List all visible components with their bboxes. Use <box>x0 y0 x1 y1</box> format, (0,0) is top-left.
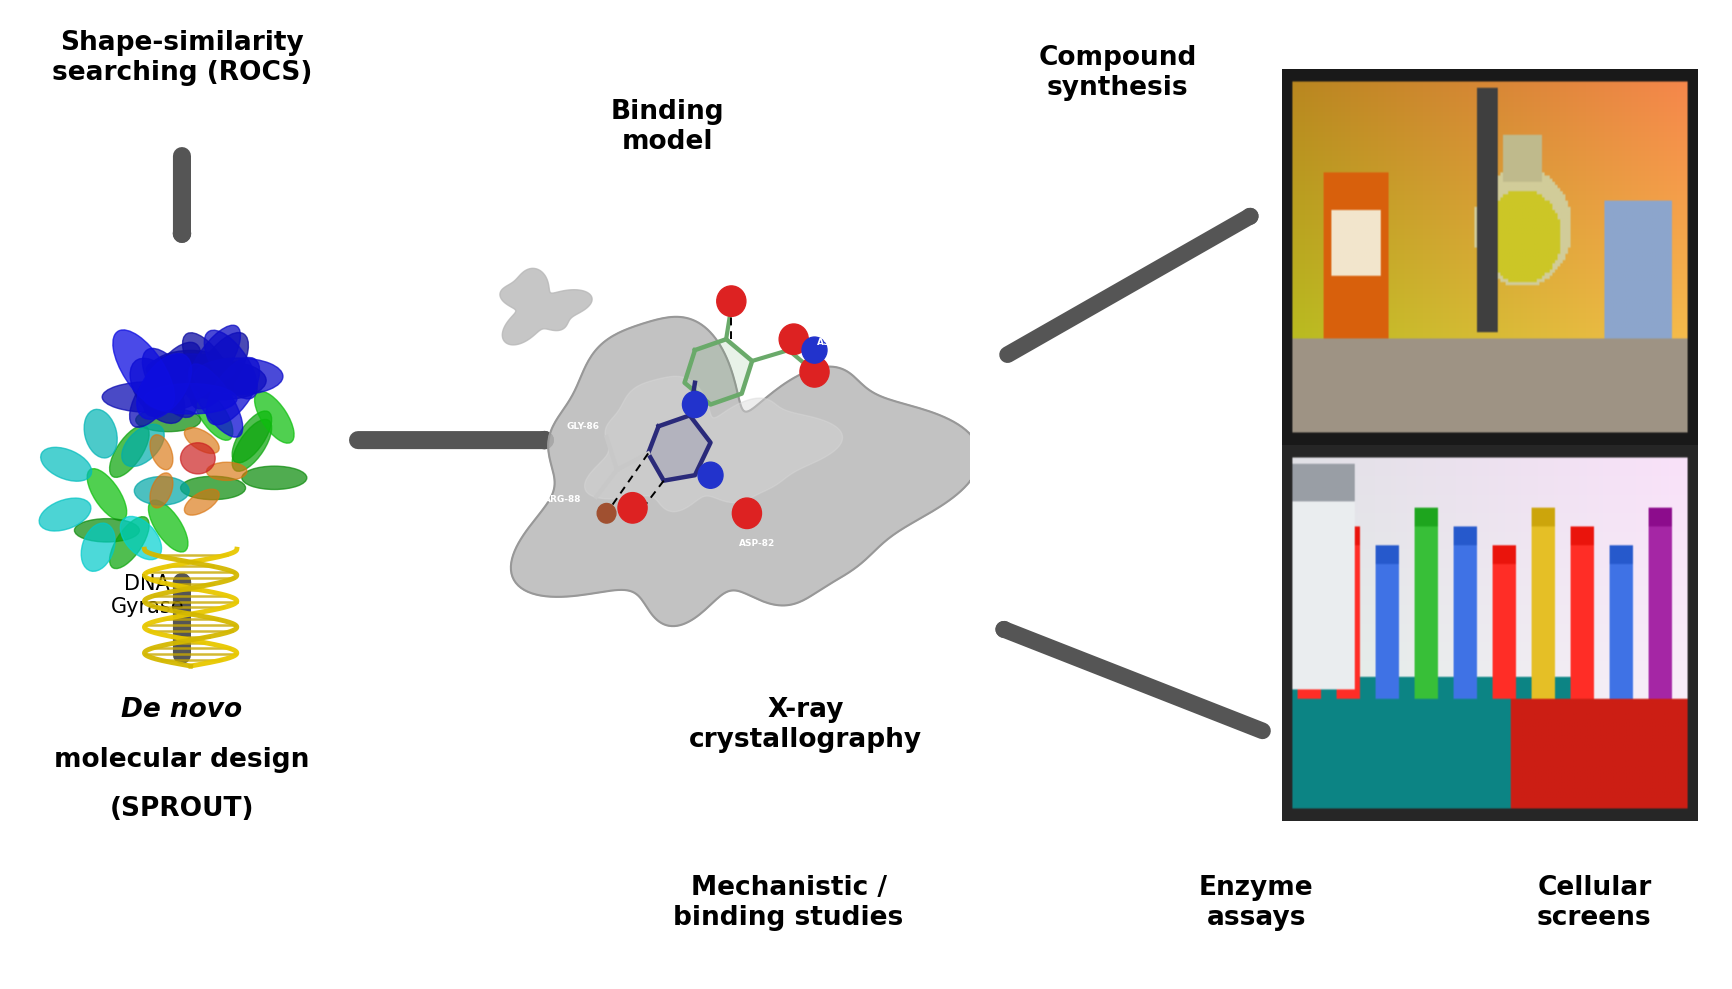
Ellipse shape <box>185 325 241 399</box>
Circle shape <box>802 337 826 363</box>
Ellipse shape <box>151 473 173 508</box>
Ellipse shape <box>178 361 267 400</box>
Text: est: est <box>1391 519 1439 547</box>
Ellipse shape <box>232 419 272 472</box>
Circle shape <box>698 462 722 489</box>
Text: (SPROUT): (SPROUT) <box>109 796 255 822</box>
Ellipse shape <box>85 409 118 458</box>
Ellipse shape <box>40 447 92 482</box>
Text: X-ray
crystallography: X-ray crystallography <box>689 697 921 754</box>
Ellipse shape <box>135 477 189 505</box>
Polygon shape <box>584 377 842 511</box>
Ellipse shape <box>194 389 232 440</box>
Ellipse shape <box>40 498 90 531</box>
Text: De novo: De novo <box>121 697 242 723</box>
Ellipse shape <box>242 466 307 490</box>
Ellipse shape <box>144 342 201 416</box>
Ellipse shape <box>81 523 114 572</box>
Text: GLY-86: GLY-86 <box>566 422 599 431</box>
Ellipse shape <box>151 435 173 470</box>
Circle shape <box>682 392 707 417</box>
Text: ake: ake <box>1391 460 1446 488</box>
Text: molecular design: molecular design <box>54 747 310 772</box>
Ellipse shape <box>184 490 218 515</box>
Text: Mechanistic /
binding studies: Mechanistic / binding studies <box>674 875 902 932</box>
Ellipse shape <box>120 516 161 560</box>
Text: T: T <box>1368 519 1387 547</box>
Ellipse shape <box>145 354 236 386</box>
Ellipse shape <box>102 382 199 412</box>
Ellipse shape <box>121 424 165 467</box>
Ellipse shape <box>194 358 282 395</box>
Ellipse shape <box>255 392 294 443</box>
Ellipse shape <box>189 364 242 437</box>
Circle shape <box>598 503 615 523</box>
Text: Cellular
screens: Cellular screens <box>1536 875 1651 932</box>
Ellipse shape <box>151 350 230 388</box>
Text: Binding
model: Binding model <box>610 99 724 155</box>
Ellipse shape <box>184 427 218 453</box>
Ellipse shape <box>109 425 149 478</box>
Text: Compound
synthesis: Compound synthesis <box>1037 45 1197 101</box>
Ellipse shape <box>182 332 234 399</box>
Text: DNA
Gyrase: DNA Gyrase <box>111 574 184 617</box>
Circle shape <box>180 443 215 474</box>
Text: esign: esign <box>1391 401 1476 428</box>
Polygon shape <box>648 415 710 481</box>
Circle shape <box>733 498 760 528</box>
Circle shape <box>618 493 646 523</box>
Ellipse shape <box>137 353 192 419</box>
Ellipse shape <box>87 469 126 520</box>
Ellipse shape <box>149 500 187 552</box>
Text: cycles: cycles <box>1391 579 1486 606</box>
Ellipse shape <box>206 462 248 481</box>
Text: Enzyme
assays: Enzyme assays <box>1199 875 1313 932</box>
Text: ASP-82: ASP-82 <box>740 539 774 548</box>
Ellipse shape <box>74 518 139 542</box>
Circle shape <box>800 357 828 387</box>
Circle shape <box>717 286 745 316</box>
Ellipse shape <box>130 358 185 423</box>
Ellipse shape <box>204 330 256 399</box>
Polygon shape <box>499 268 592 345</box>
Ellipse shape <box>206 357 260 425</box>
Text: Shape-similarity
searching (ROCS): Shape-similarity searching (ROCS) <box>52 30 312 86</box>
Text: M: M <box>1368 460 1396 488</box>
Ellipse shape <box>109 516 149 569</box>
Text: ARG-88: ARG-88 <box>544 495 580 504</box>
Ellipse shape <box>191 332 248 408</box>
Ellipse shape <box>144 384 237 414</box>
Ellipse shape <box>180 477 246 499</box>
Text: D: D <box>1368 401 1391 428</box>
Text: ASN-55: ASN-55 <box>816 337 854 347</box>
Polygon shape <box>684 339 752 405</box>
Ellipse shape <box>113 330 175 410</box>
Circle shape <box>779 324 807 354</box>
Polygon shape <box>511 316 979 626</box>
Ellipse shape <box>232 411 272 463</box>
Ellipse shape <box>142 348 196 417</box>
Ellipse shape <box>135 408 201 431</box>
Ellipse shape <box>130 361 180 427</box>
